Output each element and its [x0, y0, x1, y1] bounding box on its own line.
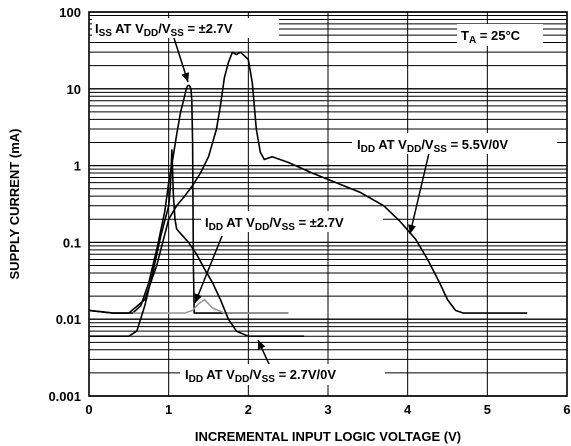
annotation-arrowhead — [258, 340, 266, 350]
annotation-text-part: SS — [282, 222, 296, 233]
x-tick-label: 4 — [404, 402, 412, 417]
annotation-text-part: /V — [421, 137, 434, 152]
condition-part: T — [461, 28, 469, 43]
temperature-condition: TA = 25°C — [461, 28, 521, 46]
annotation-text-part: = ±2.7V — [184, 21, 233, 36]
annotation-text-part: SS — [171, 28, 185, 39]
series-curve-3 — [132, 298, 289, 314]
annotation-text-part: AT V — [203, 367, 235, 382]
y-tick-label: 0.1 — [63, 235, 81, 250]
annotation-background — [352, 133, 557, 154]
condition-background — [457, 24, 543, 46]
x-tick-label: 0 — [85, 402, 92, 417]
annotation-text-part: /V — [158, 21, 171, 36]
annotation-text-part: I — [205, 215, 209, 230]
annotation-leader-line — [194, 235, 223, 304]
x-tick-label: 5 — [484, 402, 491, 417]
y-tick-label: 10 — [67, 82, 81, 97]
annotation-text-part: DD — [407, 144, 421, 155]
y-tick-label: 100 — [59, 5, 81, 20]
y-tick-label: 1 — [74, 159, 81, 174]
x-tick-label: 6 — [563, 402, 570, 417]
series-curve-4 — [89, 149, 305, 338]
annotation-background — [92, 18, 279, 38]
y-axis-label: SUPPLY CURRENT (mA) — [7, 129, 22, 280]
annotation-label: IDD AT VDD/VSS = ±2.7V — [205, 215, 344, 233]
series-curve-1 — [88, 51, 528, 314]
annotation-text-part: DD — [235, 374, 249, 385]
annotation-text-part: AT V — [112, 21, 144, 36]
annotation-background — [180, 364, 385, 385]
annotation-text-part: = ±2.7V — [295, 215, 344, 230]
y-tick-label: 0.01 — [56, 312, 81, 327]
annotation-label: IDD AT VDD/VSS = 2.7V/0V — [185, 367, 336, 385]
annotation-arrowhead — [408, 224, 416, 234]
condition-part: = 25°C — [476, 28, 520, 43]
x-axis-label: INCREMENTAL INPUT LOGIC VOLTAGE (V) — [195, 429, 461, 444]
annotation-text-part: DD — [144, 28, 158, 39]
annotation-text-part: AT V — [223, 215, 255, 230]
annotation-text-part: SS — [99, 28, 113, 39]
series-curves — [88, 51, 528, 338]
x-tick-label: 2 — [245, 402, 252, 417]
annotation-text-part: AT V — [375, 137, 407, 152]
axis-tick-labels: 0 1 2 3 4 5 6 0.001 0.01 0.1 1 10 100 — [48, 5, 570, 417]
annotation-text-part: SS — [434, 144, 448, 155]
annotation-text-part: I — [185, 367, 189, 382]
annotation-text-part: DD — [189, 374, 203, 385]
y-tick-label: 0.001 — [48, 389, 81, 404]
annotation-leader-line — [409, 152, 430, 235]
x-tick-label: 1 — [165, 402, 172, 417]
annotation-text-part: /V — [269, 215, 282, 230]
annotation-text-part: I — [357, 137, 361, 152]
x-tick-label: 3 — [324, 402, 331, 417]
annotation-background — [201, 211, 383, 232]
annotation-text-part: = 2.7V/0V — [275, 367, 336, 382]
plot-frame — [88, 11, 568, 397]
annotation-text-part: DD — [255, 222, 269, 233]
annotation-text-part: SS — [262, 374, 276, 385]
annotation-text-part: I — [95, 21, 99, 36]
annotation-arrowhead — [194, 293, 203, 303]
annotation-arrowhead — [181, 72, 190, 82]
annotation-label: IDD AT VDD/VSS = 5.5V/0V — [357, 137, 508, 155]
plot-grid — [88, 11, 568, 397]
annotation-text-part: /V — [249, 367, 262, 382]
annotation-text-part: DD — [361, 144, 375, 155]
series-curve-2 — [88, 84, 289, 314]
condition-part: A — [469, 35, 476, 46]
annotation-label: ISS AT VDD/VSS = ±2.7V — [95, 21, 233, 39]
annotation-text-part: DD — [209, 222, 223, 233]
annotation-text-part: = 5.5V/0V — [447, 137, 508, 152]
